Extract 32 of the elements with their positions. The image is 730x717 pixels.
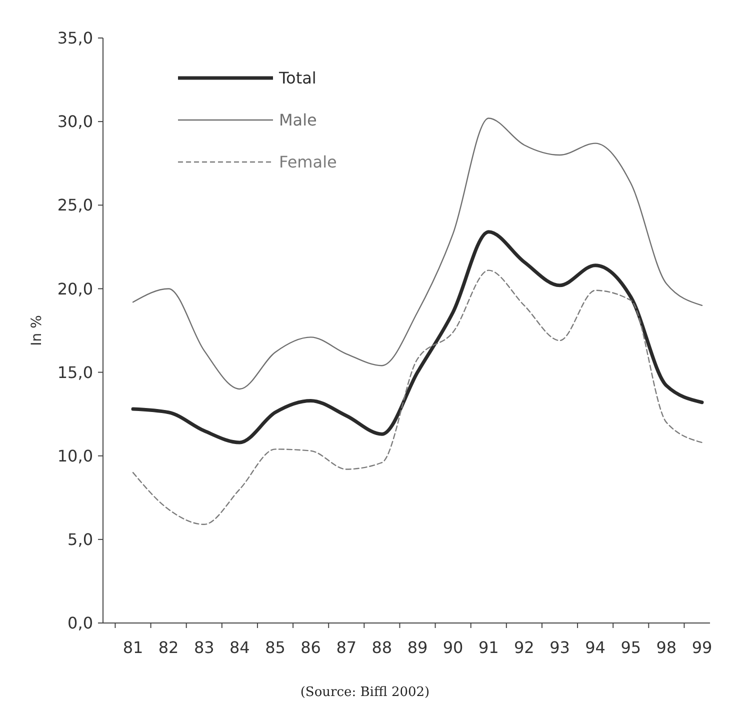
x-tick-label: 91 bbox=[478, 638, 499, 657]
line-series bbox=[131, 230, 704, 444]
y-tick-label: 15,0 bbox=[57, 362, 93, 382]
y-tick-label: 35,0 bbox=[57, 28, 93, 48]
y-tick-label: 25,0 bbox=[57, 196, 93, 215]
x-tick-label: 99 bbox=[692, 638, 712, 657]
x-tick-label: 98 bbox=[656, 638, 677, 657]
x-tick-label: 81 bbox=[122, 638, 144, 657]
x-tick-label: 90 bbox=[442, 638, 464, 657]
y-axis-title: In % bbox=[29, 315, 45, 346]
text: Total bbox=[278, 68, 316, 88]
x-tick-label: 89 bbox=[407, 638, 428, 657]
y-tick-label: 5,0 bbox=[68, 530, 93, 550]
x-tick-label: 93 bbox=[550, 638, 570, 657]
x-tick-label: 83 bbox=[194, 638, 214, 657]
y-tick-label: 0,0 bbox=[68, 614, 93, 633]
x-tick-label: 84 bbox=[230, 638, 250, 657]
y-tick-label: 30,0 bbox=[57, 112, 93, 132]
x-tick-label: 88 bbox=[372, 638, 392, 657]
x-tick-label: 94 bbox=[585, 638, 606, 657]
y-tick-label: 10,0 bbox=[57, 446, 93, 466]
x-tick-label: 87 bbox=[336, 638, 357, 657]
text: (Source: Biffl 2002) bbox=[300, 685, 430, 700]
line-series bbox=[132, 270, 703, 525]
text: Male bbox=[279, 110, 317, 130]
y-tick-label: 20,0 bbox=[57, 279, 93, 298]
x-tick-label: 85 bbox=[265, 638, 286, 657]
x-tick-label: 86 bbox=[300, 638, 321, 657]
x-tick-label: 92 bbox=[514, 638, 534, 657]
x-tick-label: 82 bbox=[158, 638, 179, 657]
x-tick-label: 95 bbox=[620, 638, 642, 657]
text: Female bbox=[279, 152, 337, 172]
